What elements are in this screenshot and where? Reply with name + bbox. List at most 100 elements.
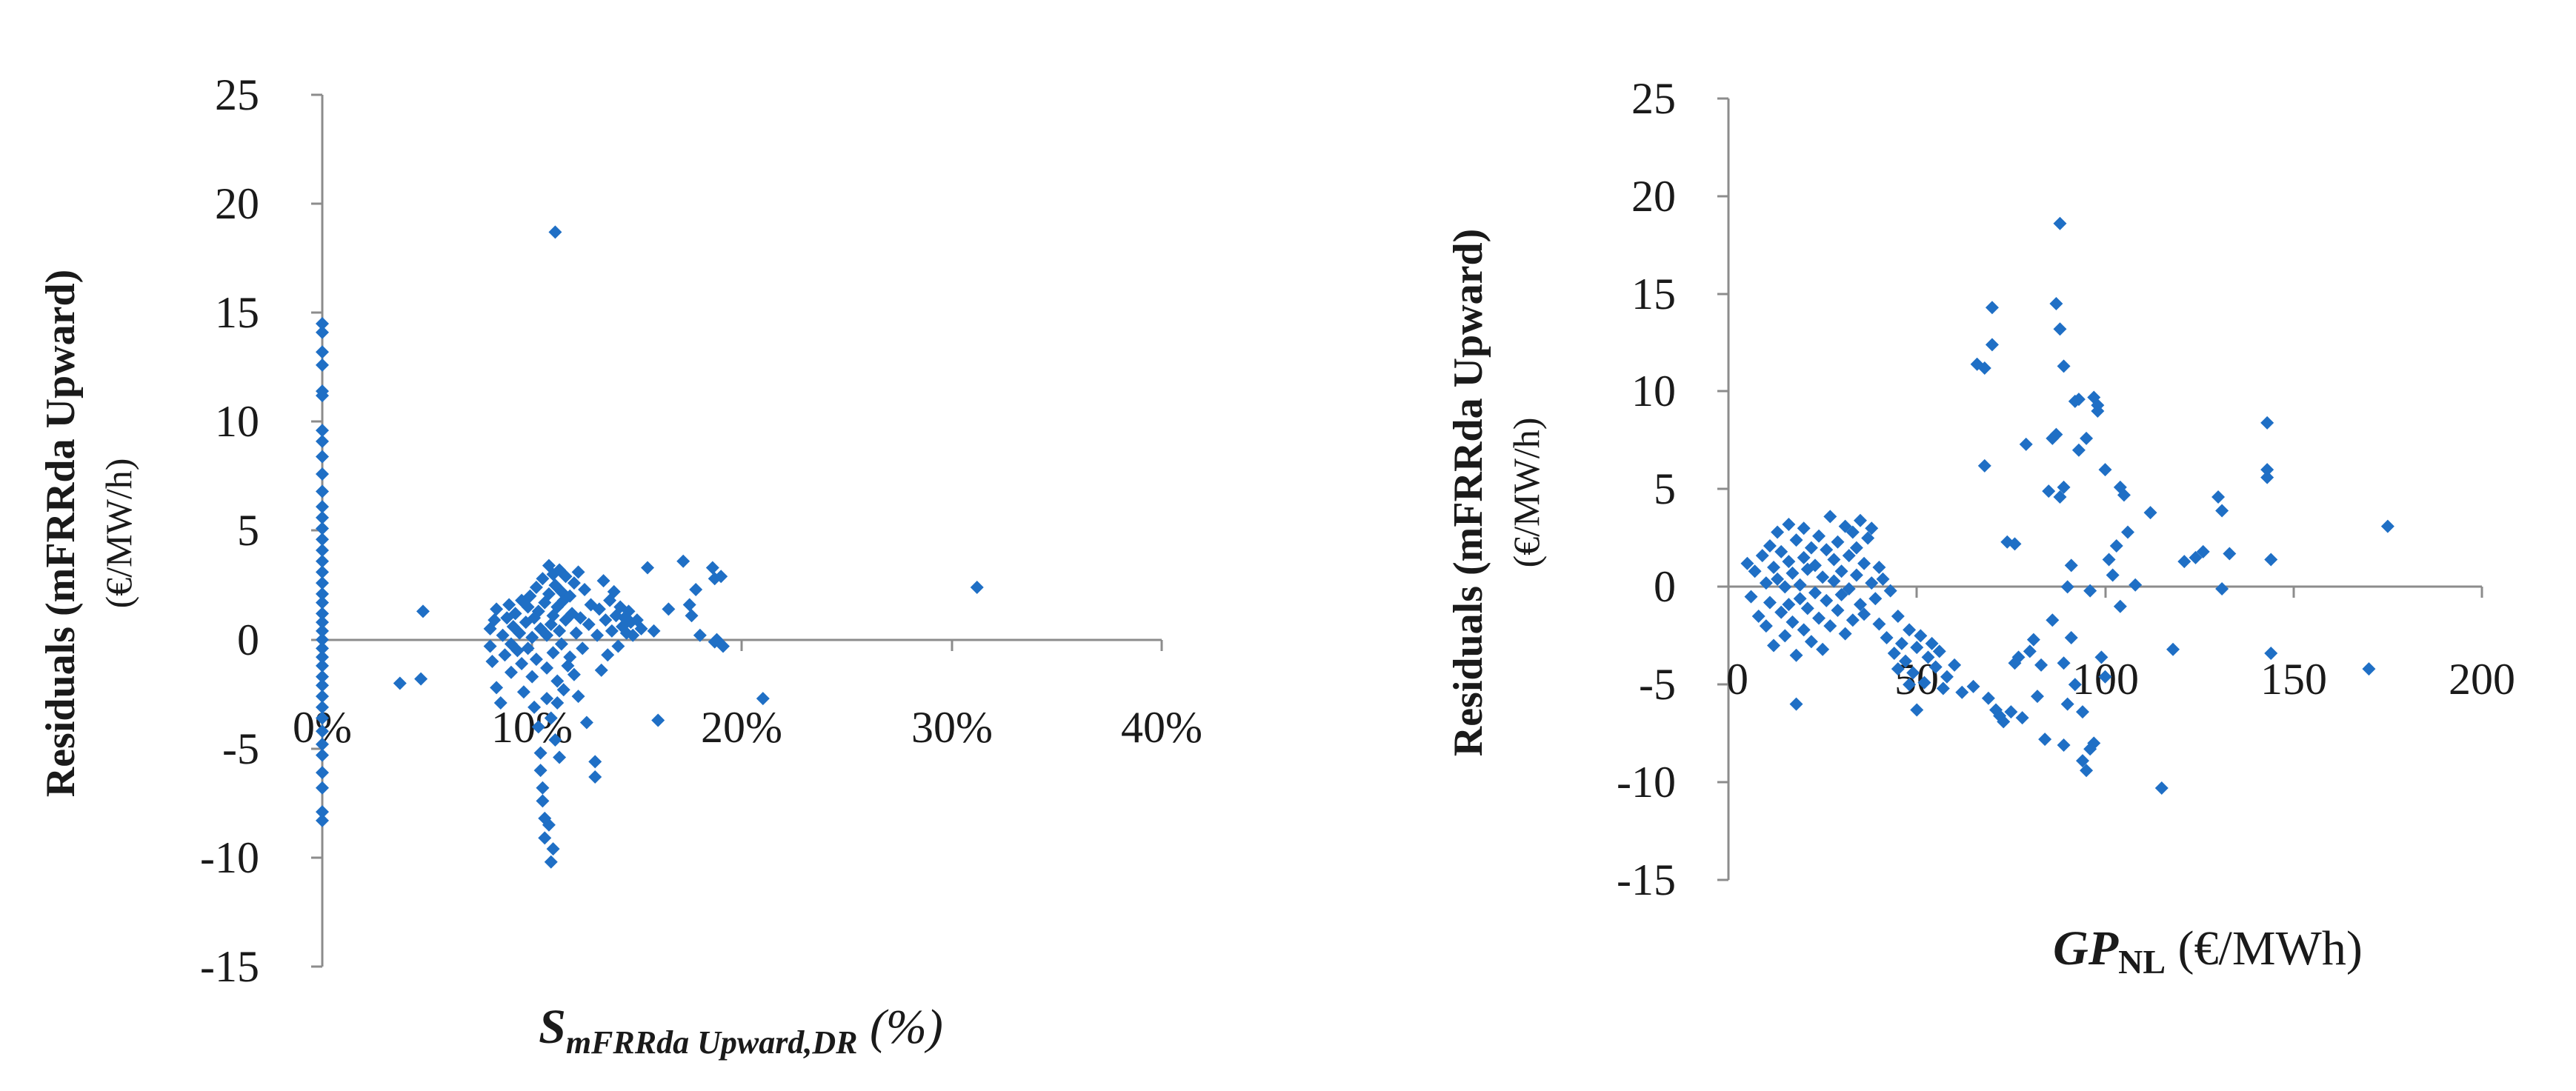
right-data-point: [2211, 490, 2226, 504]
left-data-point: [571, 690, 585, 704]
left-y-tick-labels: 25 20 15 10 5 0 -5 -10 -15: [200, 70, 259, 991]
left-data-point: [531, 604, 545, 618]
chart-right: Residuals (mFRRda Upward) (€/MW/h) 25 20…: [1445, 74, 2515, 981]
right-data-point: [1740, 556, 1754, 570]
right-data-point: [1823, 619, 1837, 633]
right-data-point: [2075, 705, 2089, 719]
left-data-point: [569, 626, 583, 640]
left-xtick-label: 30%: [911, 703, 993, 752]
left-data-point: [536, 572, 550, 586]
left-xlabel-unit: (%): [857, 1000, 942, 1054]
right-ytick-label: -15: [1617, 855, 1676, 904]
right-data-point: [2215, 582, 2229, 596]
right-xtick-label: 0: [1726, 655, 1748, 704]
left-data-point: [594, 663, 608, 677]
right-data-point: [2011, 650, 2026, 664]
right-data-point: [2121, 525, 2135, 539]
left-data-point: [523, 589, 537, 603]
left-ytick-label: -5: [222, 724, 259, 773]
left-data-point: [533, 764, 548, 778]
right-data-point: [1966, 679, 1980, 693]
left-data-point: [316, 690, 329, 704]
left-axis-ticks: [311, 93, 1163, 968]
left-data-point: [316, 678, 329, 693]
right-data-point: [1868, 592, 1883, 606]
right-data-point: [1925, 636, 1939, 650]
left-data-point: [533, 746, 548, 760]
left-data-point: [599, 613, 613, 627]
right-data-point: [1917, 675, 1931, 690]
right-data-point: [1857, 607, 1871, 621]
left-data-point: [508, 607, 522, 621]
right-data-point: [1853, 598, 1867, 612]
right-data-point: [1782, 517, 1796, 531]
left-data-point: [529, 653, 543, 667]
left-data-point: [316, 700, 329, 714]
left-data-point: [548, 733, 562, 747]
left-data-point: [316, 576, 329, 590]
right-data-point: [1800, 601, 1814, 615]
left-data-point: [316, 607, 329, 621]
left-data-point: [316, 424, 329, 438]
right-data-point: [1861, 531, 1875, 545]
left-data-point: [316, 467, 329, 481]
right-data-point: [2113, 599, 2127, 613]
left-data-point: [550, 674, 565, 688]
right-data-point: [2260, 463, 2274, 477]
right-data-point: [1774, 544, 1788, 558]
left-xlabel-sub: mFRRda Upward,DR: [566, 1024, 858, 1061]
right-data-point: [2049, 427, 2063, 441]
right-data-point: [1842, 582, 1856, 596]
right-data-point: [2019, 437, 2033, 451]
right-data-point: [1771, 525, 1785, 539]
left-data-point: [316, 521, 329, 536]
right-data-point: [1759, 619, 1773, 633]
left-data-point: [626, 628, 640, 642]
left-ytick-label: 15: [215, 288, 259, 337]
right-data-point: [1849, 568, 1863, 582]
right-xlabel-sub: NL: [2118, 943, 2166, 981]
right-data-point: [1793, 578, 1807, 592]
right-data-point: [1853, 513, 1867, 527]
right-data-point: [1767, 561, 1781, 574]
left-data-point: [316, 624, 329, 638]
right-data-point: [1876, 572, 1890, 586]
right-data-point: [1797, 550, 1811, 564]
right-data-point: [2023, 644, 2037, 658]
right-data-point: [2068, 678, 2082, 692]
left-data-point: [579, 715, 593, 730]
left-data-point: [525, 670, 539, 684]
left-x-tick-labels: 0% 10% 20% 30% 40%: [293, 703, 1202, 752]
left-data-point: [316, 533, 329, 547]
right-data-point: [1977, 458, 1991, 473]
left-data-point: [693, 628, 707, 642]
left-data-point: [550, 695, 565, 710]
left-data-point: [316, 510, 329, 524]
left-data-point: [573, 611, 588, 625]
right-data-point: [1816, 570, 1830, 584]
left-data-point: [682, 598, 696, 612]
left-data-point: [316, 724, 329, 738]
left-ytick-label: 25: [215, 70, 259, 119]
left-data-point: [316, 345, 329, 359]
left-data-point: [493, 695, 507, 710]
right-data-point: [1755, 549, 1769, 563]
right-data-point: [1831, 604, 1845, 618]
left-data-point: [316, 543, 329, 557]
left-data-point: [316, 650, 329, 664]
right-data-point: [1865, 576, 1879, 590]
left-data-points: [316, 225, 984, 869]
left-data-point: [316, 434, 329, 448]
left-data-point: [316, 325, 329, 339]
right-ytick-label: 10: [1631, 367, 1676, 416]
right-data-point: [1894, 636, 1908, 650]
left-data-point: [548, 225, 562, 239]
right-data-point: [1797, 521, 1811, 536]
right-data-point: [1820, 543, 1834, 557]
right-axis-ticks: [1717, 97, 2483, 881]
left-data-point: [498, 648, 512, 662]
right-data-point: [1751, 609, 1765, 623]
left-data-point: [756, 692, 770, 706]
right-ytick-label: 15: [1631, 270, 1676, 318]
right-data-point: [1785, 615, 1800, 629]
